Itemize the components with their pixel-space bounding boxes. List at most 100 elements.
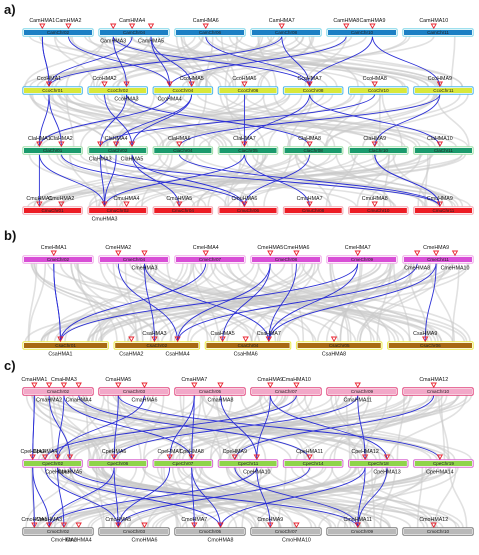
gene-label: CpeHMA9 — [223, 449, 247, 455]
chromosome-label: CmeChr02 — [47, 257, 70, 262]
chromosome-label: CmuChr04 — [172, 208, 195, 213]
gene-label: CamHMA3 — [100, 39, 126, 45]
gene-marker — [47, 383, 52, 387]
chromosome-CcoChr02: CcoChr02 — [88, 87, 148, 94]
gene-CmaHMA3: CmaHMA3 — [51, 377, 77, 387]
gene-label: CpeHMA8 — [179, 449, 203, 455]
gene-marker — [116, 251, 121, 255]
gene-label: CmuHMA8 — [362, 196, 388, 202]
chromosome-label: CamChr06 — [199, 30, 222, 35]
gene-label: CamHMA8 — [333, 18, 359, 24]
gene-label: CamHMA4 — [119, 18, 145, 24]
gene-label: CmuHMA3 — [92, 217, 118, 223]
chromosome-CmaChr05: CmaChr05 — [175, 388, 245, 395]
gene-marker — [66, 24, 71, 28]
gene-marker — [32, 383, 37, 387]
chromosome-label: CmoChr07 — [275, 529, 298, 534]
chromosome-CmuChr02: CmuChr02 — [88, 207, 148, 214]
chromosome-label: CamChr04 — [123, 30, 146, 35]
gene-marker — [370, 24, 375, 28]
gene-marker — [372, 202, 377, 206]
gene-CmeHMA7: CmeHMA7 — [345, 245, 371, 255]
chromosome-CcoChr04: CcoChr04 — [153, 87, 213, 94]
gene-CamHMA8: CamHMA8 — [333, 18, 359, 28]
chromosome-label: CmaChr07 — [275, 389, 298, 394]
gene-label: CmeHMA10 — [441, 266, 470, 272]
chromosome-CmeChr08: CmeChr08 — [251, 256, 321, 263]
chromosome-label: ClaChr08 — [303, 148, 323, 153]
gene-label: CcoHMA6 — [232, 76, 256, 82]
chromosome-label: CcoChr08 — [303, 88, 324, 93]
gene-marker — [279, 24, 284, 28]
chromosome-label: CpeChr02 — [42, 461, 63, 466]
gene-label: CmaHMA3 — [51, 377, 77, 383]
gene-ClaHMA6: ClaHMA6 — [168, 136, 191, 146]
gene-label: ClaHMA8 — [298, 136, 321, 142]
chromosome-CmaChr03: CmaChr03 — [99, 388, 169, 395]
gene-marker — [434, 251, 439, 255]
chromosome-CamChr10: CamChr10 — [327, 29, 397, 36]
chromosome-ClaChr02: ClaChr02 — [88, 147, 148, 154]
gene-marker — [116, 383, 121, 387]
gene-label: CcoHMA7 — [298, 76, 322, 82]
gene-label: CmaHMA6 — [132, 398, 158, 404]
chromosome-label: CmaChr05 — [199, 389, 222, 394]
gene-CmaHMA7: CmaHMA7 — [181, 377, 207, 387]
gene-label: CsaHMA5 — [211, 331, 235, 337]
chromosome-label: CmoChr02 — [47, 529, 70, 534]
chromosome-CmeChr07: CmeChr07 — [175, 256, 245, 263]
chromosome-label: ClaChr05 — [238, 148, 258, 153]
gene-CamHMA2: CamHMA2 — [56, 18, 82, 28]
panel-letter-b: b) — [4, 228, 16, 243]
chromosome-label: CcoChr02 — [107, 88, 128, 93]
chromosome-label: CmeChr07 — [199, 257, 222, 262]
gene-CamHMA10: CamHMA10 — [419, 18, 448, 28]
chromosome-label: CmuChr02 — [107, 208, 130, 213]
gene-marker — [218, 383, 223, 387]
synteny-background-links — [24, 36, 471, 528]
gene-label: ClaHMA9 — [363, 136, 386, 142]
chromosome-CmuChr11: CmuChr11 — [414, 207, 474, 214]
gene-label: ClaHMA1 — [28, 136, 51, 142]
gene-label: CcoHMA1 — [37, 76, 61, 82]
chromosome-label: CpeChr11 — [238, 461, 259, 466]
gene-marker — [243, 337, 248, 341]
chromosome-CpeChr18: CpeChr18 — [349, 460, 409, 467]
gene-CmeHMA5: CmeHMA5 — [257, 245, 283, 255]
gene-label: CmuHMA9 — [427, 196, 453, 202]
chromosome-CcoChr11: CcoChr11 — [414, 87, 474, 94]
gene-marker — [76, 523, 81, 527]
chromosome-label: CmoChr03 — [123, 529, 146, 534]
gene-label: CmaHMA8 — [208, 398, 234, 404]
chromosome-label: CamChr10 — [351, 30, 374, 35]
chromosome-label: CamChr08 — [275, 30, 298, 35]
gene-label: CmeHMA4 — [193, 245, 219, 251]
chromosome-ClaChr08: ClaChr08 — [283, 147, 343, 154]
panel-letters: a)b)c) — [4, 2, 16, 373]
chromosome-CamChr04: CamChr04 — [99, 29, 169, 36]
chromosome-label: CpeChr06 — [107, 461, 128, 466]
gene-label: ClaHMA2 — [50, 136, 73, 142]
gene-label: CamHMA2 — [56, 18, 82, 24]
gene-label: CsaHMA7 — [257, 331, 281, 337]
gene-label: CamHMA9 — [360, 18, 386, 24]
gene-label: CmaHMA4 — [66, 398, 92, 404]
gene-CmaHMA9: CmaHMA9 — [257, 377, 283, 387]
gene-label: CpeHMA12 — [351, 449, 378, 455]
chromosome-CsaChr06: CsaChr06 — [388, 342, 474, 349]
gene-marker — [344, 24, 349, 28]
gene-label: CmaHMA9 — [257, 377, 283, 383]
chromosome-CmuChr01: CmuChr01 — [23, 207, 83, 214]
gene-marker — [332, 337, 337, 341]
gene-label: CsaHMA1 — [48, 352, 72, 358]
chromosome-CmoChr09: CmoChr09 — [327, 528, 397, 535]
gene-label: CmaHMA2 — [36, 398, 62, 404]
chromosome-label: ClaChr01 — [43, 148, 63, 153]
chromosome-CamChr06: CamChr06 — [175, 29, 245, 36]
chromosome-label: ClaChr10 — [369, 148, 389, 153]
gene-label: ClaHMA7 — [233, 136, 256, 142]
chromosome-CsaChr01: CsaChr01 — [23, 342, 109, 349]
chromosome-label: CcoChr10 — [368, 88, 389, 93]
chromosome-CmuChr06: CmuChr06 — [218, 207, 278, 214]
gene-CmaHMA10: CmaHMA10 — [282, 377, 311, 387]
